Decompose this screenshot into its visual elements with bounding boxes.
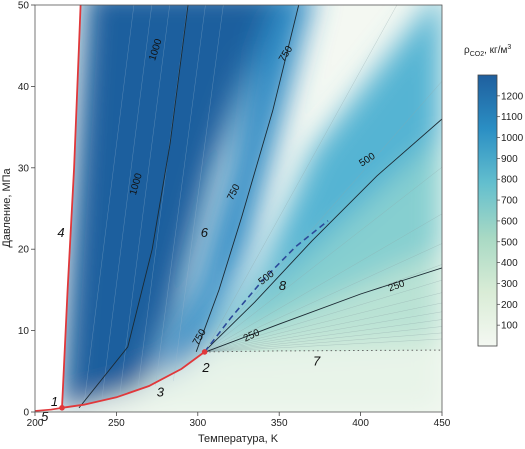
thin-isoline [204, 302, 442, 353]
thin-isoline [137, 5, 188, 391]
contour-250 [205, 267, 442, 353]
colorbar-bar [477, 74, 498, 347]
colorbar-tick-label: 100 [501, 321, 518, 332]
thin-isoline [204, 5, 398, 353]
region-label-3: 3 [157, 384, 165, 399]
density-band-5 [61, 5, 274, 412]
widom-line [203, 220, 329, 353]
colorbar-tick-label: 600 [501, 216, 518, 227]
contour-1000 [78, 5, 189, 409]
gas-region [35, 350, 442, 412]
colorbar-title: ρCO2, кг/м3 [464, 44, 511, 58]
y-tick-label: 40 [18, 82, 30, 93]
colorbar-tick-label: 300 [501, 279, 518, 290]
thin-isoline [204, 243, 442, 353]
y-axis-title: Давление, МПа [1, 167, 13, 247]
solid-region [35, 5, 81, 411]
colorbar: ρCO2, кг/м3 1002003004005006007008009001… [464, 44, 524, 347]
y-tick-label: 20 [18, 245, 30, 256]
colorbar-ticks: 100 200 300 400 500 600 700 800 900 1000 1100 1200 [497, 91, 524, 332]
region-label-4: 4 [57, 225, 64, 240]
thin-isoline [204, 311, 442, 353]
thin-isoline [173, 5, 224, 382]
colorbar-tick-label: 400 [501, 258, 518, 269]
x-tick-label: 400 [352, 418, 369, 429]
x-tick-label: 200 [27, 418, 44, 429]
thin-isoline [119, 5, 170, 396]
contour-label: 250 [387, 278, 407, 294]
thin-isoline [204, 213, 442, 353]
thin-isoline [204, 166, 442, 353]
region-labels: 1 2 3 4 5 6 7 8 [41, 225, 321, 424]
density-band-4 [149, 5, 311, 388]
colorbar-tick-label: 1000 [501, 133, 524, 144]
density-band-2 [204, 119, 442, 352]
phase-lines [35, 5, 442, 412]
colorbar-tick-label: 1200 [501, 91, 524, 102]
x-tick-label: 250 [108, 418, 125, 429]
density-field [35, 5, 442, 412]
x-axis-title: Температура, K [198, 433, 279, 445]
colorbar-tick-label: 200 [501, 300, 518, 311]
thin-isoline [155, 5, 206, 386]
thin-isoline [204, 81, 442, 353]
sublimation-curve [35, 407, 63, 412]
y-tick-label: 30 [18, 163, 30, 174]
region-label-7: 7 [313, 354, 321, 369]
y-axis: 0 10 20 30 40 50 [18, 1, 35, 419]
critical-isobar [204, 349, 442, 353]
region-label-6: 6 [201, 225, 209, 240]
colorbar-tick-label: 900 [501, 154, 518, 165]
colorbar-tick-label: 1100 [501, 112, 523, 123]
region-label-5: 5 [41, 409, 49, 424]
plot-frame [34, 4, 443, 413]
y-tick-label: 50 [18, 1, 30, 12]
region-label-8: 8 [279, 278, 287, 293]
thin-isoline [83, 5, 135, 406]
thin-isoline [204, 332, 442, 353]
x-tick-label: 300 [189, 418, 206, 429]
density-contours [78, 5, 442, 409]
colorbar-tick-label: 800 [501, 175, 518, 186]
region-label-2: 2 [201, 360, 210, 375]
x-axis: 200 250 300 350 400 450 [27, 412, 451, 429]
y-tick-label: 10 [18, 326, 30, 337]
thin-isoline [204, 292, 442, 353]
saturation-curve [61, 351, 206, 409]
region-label-1: 1 [51, 394, 58, 409]
colorbar-tick-label: 700 [501, 196, 518, 207]
melting-curve [61, 5, 82, 408]
thin-isoline [204, 319, 442, 353]
density-band-3 [197, 5, 442, 359]
thin-isoline [204, 338, 442, 353]
x-tick-label: 450 [434, 418, 451, 429]
triple-point [59, 404, 65, 411]
y-tick-label: 0 [23, 408, 29, 419]
contour-500 [205, 118, 442, 351]
critical-point [201, 349, 208, 355]
x-tick-label: 350 [271, 418, 288, 429]
thin-isoline [101, 5, 153, 401]
colorbar-tick-label: 500 [501, 237, 518, 248]
thin-isolines [83, 5, 442, 406]
thin-isoline [204, 279, 442, 353]
contour-750 [195, 5, 300, 352]
thin-isoline [204, 326, 442, 353]
